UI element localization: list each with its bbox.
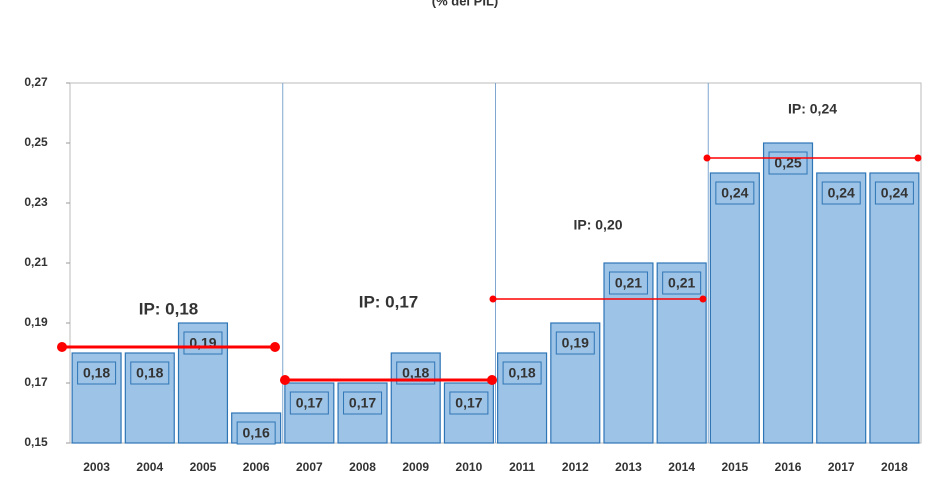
x-tick-label: 2012 (562, 460, 589, 474)
y-tick-label: 0,27 (24, 75, 48, 89)
value-label: 0,18 (402, 365, 429, 381)
y-tick-label: 0,15 (24, 435, 48, 449)
value-label: 0,17 (349, 395, 376, 411)
y-tick-label: 0,23 (24, 195, 48, 209)
y-tick-label: 0,19 (24, 315, 48, 329)
x-tick-label: 2014 (668, 460, 695, 474)
value-label: 0,17 (296, 395, 323, 411)
period-annotation: IP: 0,18 (139, 299, 199, 318)
value-label-box (343, 391, 383, 415)
period-annotation: IP: 0,20 (573, 217, 622, 233)
bar (869, 172, 920, 444)
value-label: 0,21 (615, 275, 642, 291)
value-label-box (608, 271, 648, 295)
period-end-dot (270, 342, 280, 352)
value-label: 0,18 (508, 365, 535, 381)
x-tick-label: 2003 (83, 460, 110, 474)
value-label-box (289, 391, 329, 415)
value-label: 0,24 (721, 185, 748, 201)
x-tick-label: 2013 (615, 460, 642, 474)
value-label-box (662, 271, 702, 295)
y-tick-label: 0,25 (24, 135, 48, 149)
value-label: 0,24 (828, 185, 855, 201)
value-label: 0,21 (668, 275, 695, 291)
bar (816, 172, 867, 444)
value-label-box (502, 361, 542, 385)
value-label-box (77, 361, 117, 385)
period-annotation: IP: 0,17 (359, 292, 419, 311)
period-end-dot (703, 154, 711, 162)
x-tick-label: 2006 (243, 460, 270, 474)
value-label-box (874, 181, 914, 205)
value-label: 0,19 (562, 335, 589, 351)
x-tick-label: 2004 (136, 460, 163, 474)
x-tick-label: 2011 (509, 460, 535, 474)
x-tick-label: 2007 (296, 460, 323, 474)
period-end-dot (914, 154, 922, 162)
x-tick-label: 2017 (828, 460, 855, 474)
value-label-box (821, 181, 861, 205)
x-tick-label: 2015 (721, 460, 748, 474)
bar (762, 142, 814, 444)
x-tick-label: 2009 (402, 460, 429, 474)
value-label-box (715, 181, 755, 205)
x-tick-label: 2016 (775, 460, 802, 474)
value-label: 0,18 (136, 365, 163, 381)
value-label-box (236, 421, 276, 445)
value-label: 0,18 (83, 365, 110, 381)
y-tick-label: 0,17 (24, 375, 48, 389)
value-label-box (130, 361, 170, 385)
period-end-dot (487, 375, 497, 385)
value-label: 0,16 (243, 425, 270, 441)
value-label-box (555, 331, 595, 355)
period-end-dot (699, 295, 707, 303)
value-label-box (449, 391, 489, 415)
period-end-dot (489, 295, 497, 303)
x-tick-label: 2010 (456, 460, 483, 474)
bar (709, 172, 760, 444)
period-end-dot (57, 342, 67, 352)
chart-subtitle: (% del PIL) (432, 0, 498, 8)
y-tick-label: 0,21 (24, 255, 48, 269)
x-tick-label: 2008 (349, 460, 376, 474)
value-label: 0,24 (881, 185, 908, 201)
x-tick-label: 2005 (190, 460, 217, 474)
period-annotation: IP: 0,24 (788, 101, 837, 117)
x-tick-label: 2018 (881, 460, 908, 474)
value-label: 0,25 (774, 155, 801, 171)
period-end-dot (280, 375, 290, 385)
value-label: 0,17 (455, 395, 482, 411)
